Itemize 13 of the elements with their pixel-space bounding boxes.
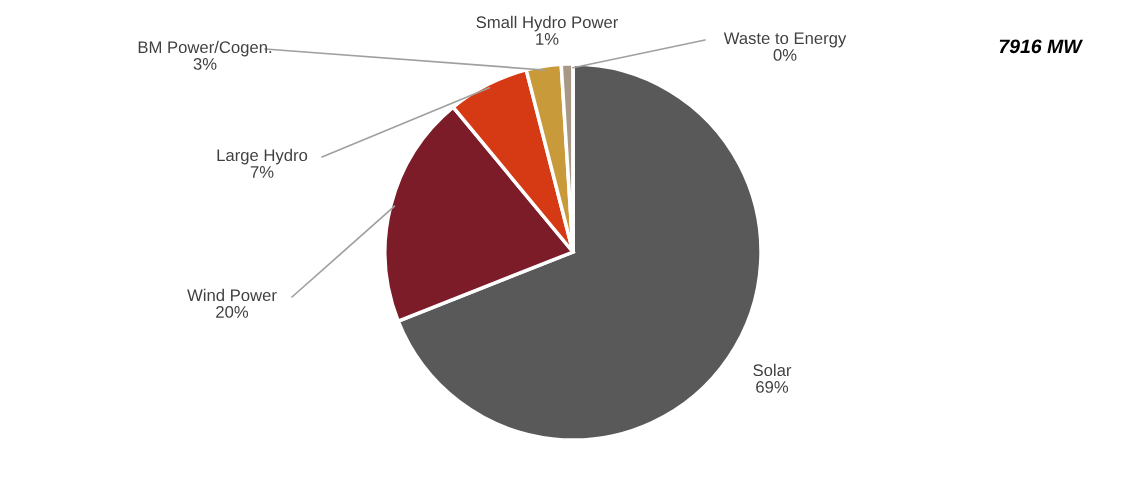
- slice-label: Large Hydro: [217, 148, 308, 165]
- slice-label: BM Power/Cogen.: [138, 40, 272, 57]
- text: 7916 MW: [999, 39, 1083, 54]
- text: 0%: [773, 49, 797, 61]
- category-label: Waste to Energy: [723, 32, 847, 48]
- slice-label: Wind Power: [187, 288, 277, 302]
- data-label: 3%: [193, 58, 217, 70]
- slice-label: Solar: [753, 363, 792, 377]
- data-label: 20%: [216, 306, 249, 318]
- data-label: 7%: [250, 166, 274, 178]
- data-label: 1%: [536, 33, 559, 45]
- data-label: 69%: [756, 381, 789, 393]
- slice-label: Small Hydro Power: [476, 15, 619, 32]
